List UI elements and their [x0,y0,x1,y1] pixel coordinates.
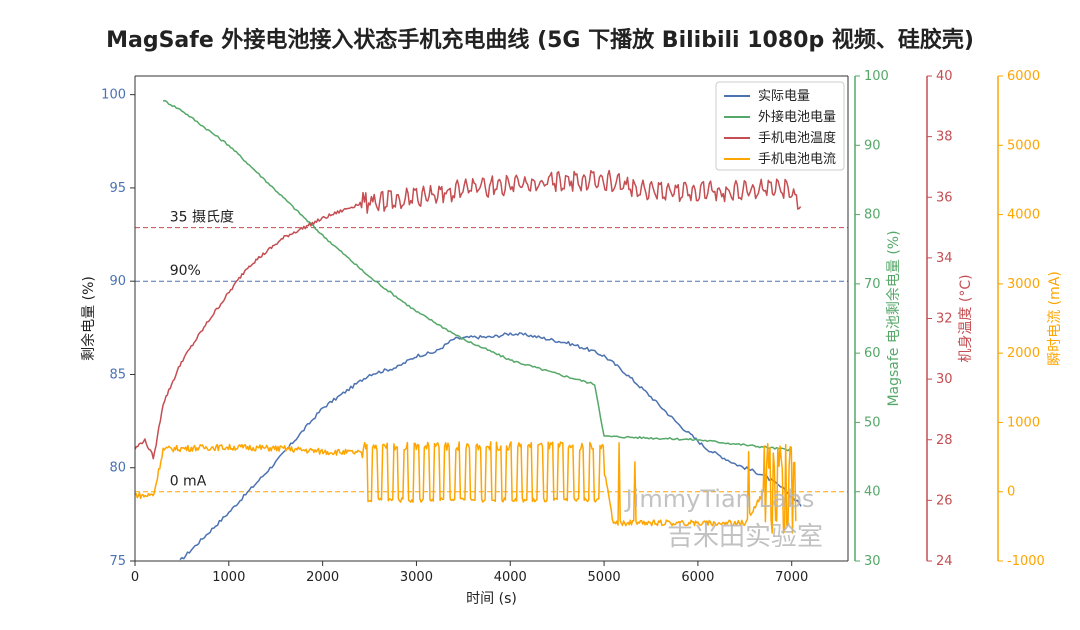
x-tick-label: 7000 [775,570,808,585]
annotation-label: 35 摄氏度 [170,210,234,226]
right1-tick-label: 30 [864,554,881,569]
right2-tick-label: 36 [936,190,953,205]
legend-label: 实际电量 [758,89,810,104]
x-tick-label: 4000 [494,570,527,585]
series-line-4 [134,441,797,534]
left-axis-label: 剩余电量 (%) [80,276,97,361]
series-line-3 [134,169,802,460]
right1-tick-label: 70 [864,277,881,292]
right2-tick-label: 26 [936,493,953,508]
legend-label: 手机电池温度 [758,130,836,146]
series-line-1 [179,332,802,561]
right2-tick-label: 24 [936,554,953,569]
right3-tick-label: -1000 [1007,554,1045,569]
x-tick-label: 6000 [681,570,714,585]
right3-tick-label: 5000 [1007,138,1040,153]
right3-tick-label: 1000 [1007,415,1040,430]
left-tick-label: 100 [101,88,126,103]
right2-tick-label: 32 [936,312,953,327]
legend-label: 手机电池电流 [758,152,836,167]
right1-axis-label: Magsafe 电池剩余电量 (%) [885,230,902,406]
left-tick-label: 85 [109,367,126,382]
annotations: 35 摄氏度 90% 0 mA [170,210,234,490]
legend-box [715,81,845,171]
annotation-label: 0 mA [170,474,207,490]
right3-tick-label: 0 [1007,485,1015,500]
watermark-line-2: 吉米田实验室 [667,522,823,552]
right3-tick-label: 2000 [1007,346,1040,361]
right2-tick-label: 30 [936,372,953,387]
x-tick-label: 1000 [212,570,245,585]
x-axis-label: 时间 (s) [466,591,517,607]
left-tick-label: 95 [109,181,126,196]
watermark-line-1: JimmyTian Labs [624,485,815,513]
left-tick-label: 75 [109,554,126,569]
right1-tick-label: 40 [864,485,881,500]
x-tick-label: 3000 [400,570,433,585]
right2-axis-label: 机身温度 (°C) [958,274,974,362]
series-lines [134,99,802,561]
right3-axis-label: 瞬时电流 (mA) [1047,271,1063,366]
chart-title: MagSafe 外接电池接入状态手机充电曲线 (5G 下播放 Bilibili … [106,28,974,53]
legend-label: 外接电池电量 [758,109,836,125]
right2-tick-label: 38 [936,130,953,145]
annotation-label: 90% [170,263,201,279]
watermark: JimmyTian Labs 吉米田实验室 [624,485,823,552]
right1-tick-label: 90 [864,138,881,153]
right1-tick-label: 80 [864,208,881,223]
right3-tick-label: 3000 [1007,277,1040,292]
left-tick-label: 80 [109,461,126,476]
right2-tick-label: 40 [936,69,953,84]
x-tick-label: 2000 [306,570,339,585]
x-tick-label: 5000 [588,570,621,585]
right1-tick-label: 60 [864,346,881,361]
right2-tick-label: 28 [936,433,953,448]
right3-tick-label: 6000 [1007,69,1040,84]
right3-tick-label: 4000 [1007,208,1040,223]
right1-tick-label: 50 [864,415,881,430]
right2-tick-label: 34 [936,251,953,266]
right1-tick-label: 100 [864,69,889,84]
x-tick-label: 0 [131,570,139,585]
left-tick-label: 90 [109,274,126,289]
series-line-2 [162,99,793,452]
